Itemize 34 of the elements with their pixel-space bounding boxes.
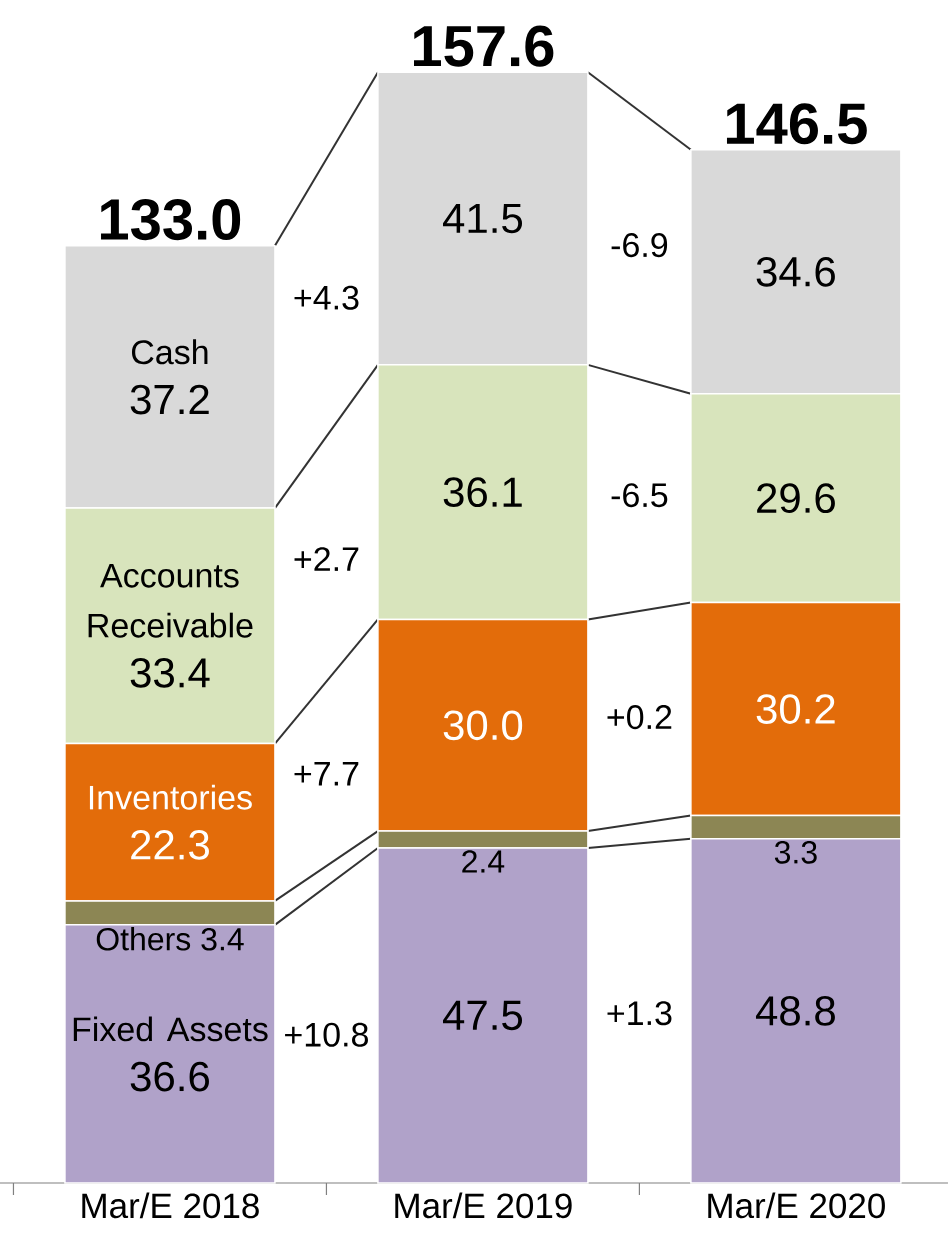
annotation: +1.3 <box>607 1001 672 1026</box>
data-label: 48.8 <box>755 996 835 1026</box>
data-label: 36.1 <box>443 477 522 508</box>
annotation: +4.3 <box>294 285 359 310</box>
x-tick-label: Mar/E 2019 <box>395 1192 572 1219</box>
data-label: 36.6 <box>130 1061 209 1092</box>
data-label: 3.4 <box>201 927 244 951</box>
data-label: 29.6 <box>757 483 835 514</box>
data-label: 47.5 <box>443 1000 523 1031</box>
x-tick-label: Mar/E 2020 <box>708 1192 885 1219</box>
annotation: +0.2 <box>607 705 672 730</box>
data-label: 30.0 <box>443 710 523 741</box>
annotation: +10.8 <box>285 1022 368 1047</box>
series-label: Inventories <box>89 784 252 810</box>
data-label: 22.3 <box>131 830 209 860</box>
data-label: 2.4 <box>462 850 505 873</box>
total-label: 157.6 <box>414 25 554 67</box>
total-label: 133.0 <box>101 199 241 241</box>
series-label: Fixed Assets <box>73 1016 268 1042</box>
series-label: Cash <box>131 339 208 365</box>
annotation: -6.9 <box>611 233 668 258</box>
data-label: 33.4 <box>130 657 210 688</box>
data-label: 37.2 <box>130 384 209 415</box>
data-label: 30.2 <box>756 694 835 724</box>
annotation: +2.7 <box>294 547 359 571</box>
total-label: 146.5 <box>726 103 867 145</box>
x-tick-label: Mar/E 2018 <box>82 1192 259 1219</box>
series-label: Accounts Receivable <box>88 563 253 638</box>
annotation: -6.5 <box>611 483 668 508</box>
data-label: 3.3 <box>774 841 817 864</box>
data-label: 41.5 <box>443 203 523 234</box>
annotation: +7.7 <box>294 762 359 786</box>
series-label: Others <box>96 927 191 951</box>
data-label: 34.6 <box>756 256 835 287</box>
